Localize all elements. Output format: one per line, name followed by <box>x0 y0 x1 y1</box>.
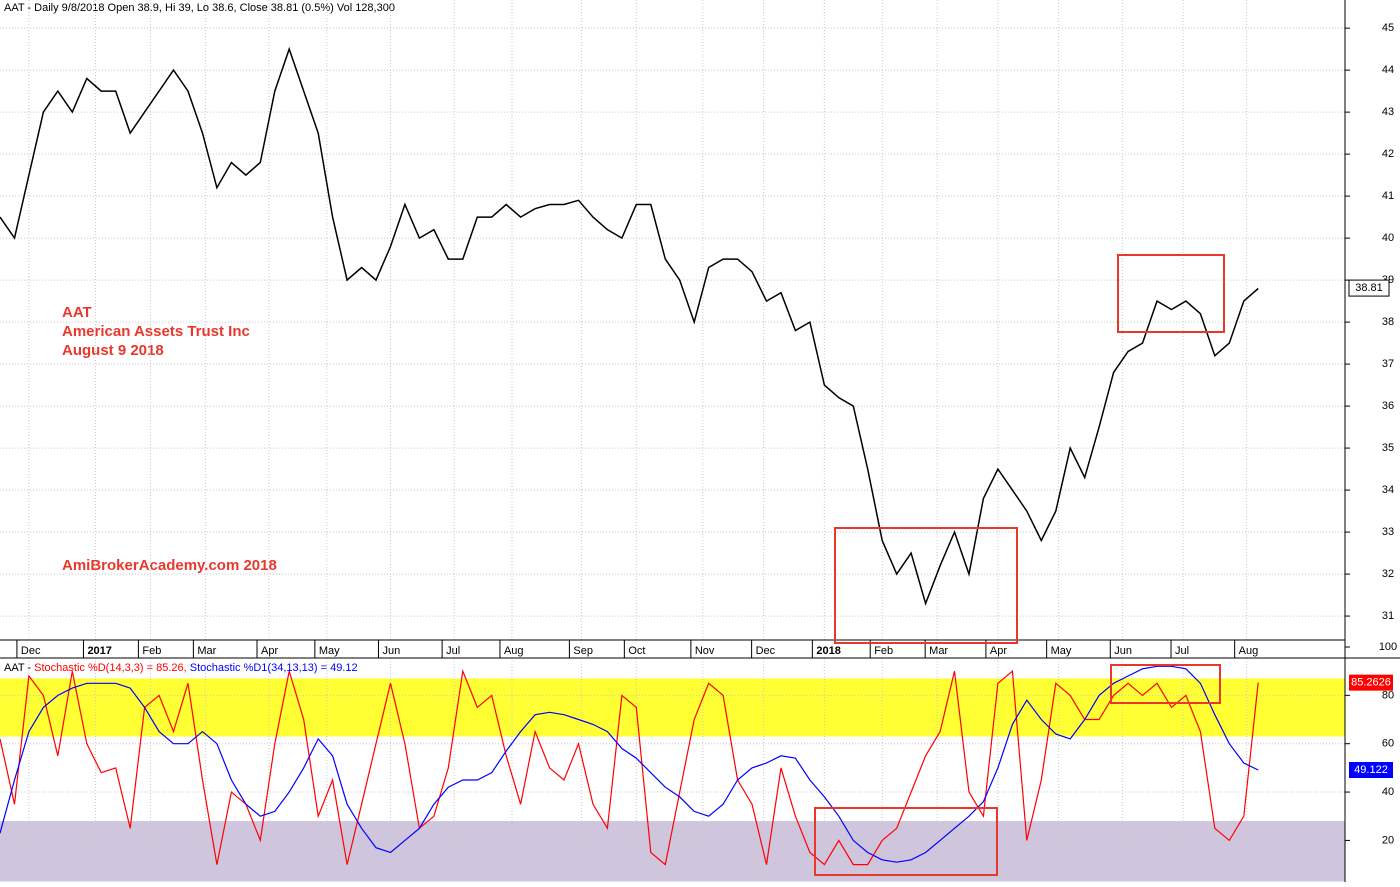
x-tick-label: May <box>319 645 340 657</box>
x-tick-label: 2018 <box>816 645 840 657</box>
last-value-box <box>1349 674 1393 691</box>
x-tick-label: Mar <box>929 645 948 657</box>
x-tick-label: Dec <box>756 645 776 657</box>
y-tick-label: 38 <box>1382 316 1394 328</box>
x-tick-label: Jun <box>382 645 400 657</box>
annotation: American Assets Trust Inc <box>62 323 250 340</box>
y-tick-label: 34 <box>1382 484 1394 496</box>
x-tick-label: Aug <box>504 645 524 657</box>
stoch-title: AAT - Stochastic %D(14,3,3) = 85.26, Sto… <box>4 662 358 674</box>
highlight-box <box>1117 254 1225 333</box>
price-title: AAT - Daily 9/8/2018 Open 38.9, Hi 39, L… <box>4 2 395 14</box>
series-line <box>0 665 1259 863</box>
last-value-label: 85.2626 <box>1351 677 1391 689</box>
x-tick-label: Apr <box>990 645 1007 657</box>
y-tick-label: 100 <box>1379 641 1397 653</box>
x-tick-label: Oct <box>628 645 645 657</box>
highlight-box <box>834 527 1018 644</box>
y-tick-label: 40 <box>1382 786 1394 798</box>
last-value-label: 49.122 <box>1354 764 1388 776</box>
series-line <box>0 46 1259 606</box>
x-tick-label: Jun <box>1114 645 1132 657</box>
y-tick-label: 44 <box>1382 64 1394 76</box>
x-tick-label: Jul <box>1175 645 1189 657</box>
y-tick-label: 41 <box>1382 190 1394 202</box>
last-value-box <box>1349 762 1393 779</box>
y-tick-label: 33 <box>1382 526 1394 538</box>
x-tick-label: Aug <box>1239 645 1259 657</box>
y-tick-label: 20 <box>1382 834 1394 846</box>
y-tick-label: 32 <box>1382 568 1394 580</box>
y-tick-label: 80 <box>1382 689 1394 701</box>
y-tick-label: 40 <box>1382 232 1394 244</box>
annotation: AmiBrokerAcademy.com 2018 <box>62 557 277 574</box>
band <box>0 678 1345 737</box>
y-tick-label: 37 <box>1382 358 1394 370</box>
y-tick-label: 43 <box>1382 106 1394 118</box>
x-tick-label: Jul <box>446 645 460 657</box>
stoch-title-prefix: AAT - <box>4 662 34 674</box>
highlight-box <box>1110 664 1221 704</box>
x-tick-label: Mar <box>197 645 216 657</box>
x-tick-label: Nov <box>695 645 715 657</box>
x-tick-label: Feb <box>874 645 893 657</box>
x-tick-label: Dec <box>21 645 41 657</box>
x-tick-label: Feb <box>142 645 161 657</box>
y-tick-label: 36 <box>1382 400 1394 412</box>
y-tick-label: 60 <box>1382 738 1394 750</box>
y-tick-label: 35 <box>1382 442 1394 454</box>
series-line <box>0 668 1259 866</box>
last-value-label: 38.81 <box>1355 282 1383 294</box>
stoch-title-fast: Stochastic %D(14,3,3) = 85.26, <box>34 662 190 674</box>
y-tick-label: 45 <box>1382 22 1394 34</box>
x-tick-label: Sep <box>573 645 593 657</box>
y-tick-label: 31 <box>1382 610 1394 622</box>
stoch-title-slow: Stochastic %D1(34,13,13) = 49.12 <box>190 662 358 674</box>
y-tick-label: 42 <box>1382 148 1394 160</box>
last-value-box <box>1348 279 1390 297</box>
x-tick-label: 2017 <box>87 645 111 657</box>
annotation: August 9 2018 <box>62 342 164 359</box>
x-tick-label: Apr <box>261 645 278 657</box>
x-tick-label: May <box>1051 645 1072 657</box>
annotation: AAT <box>62 304 92 321</box>
highlight-box <box>814 807 998 876</box>
